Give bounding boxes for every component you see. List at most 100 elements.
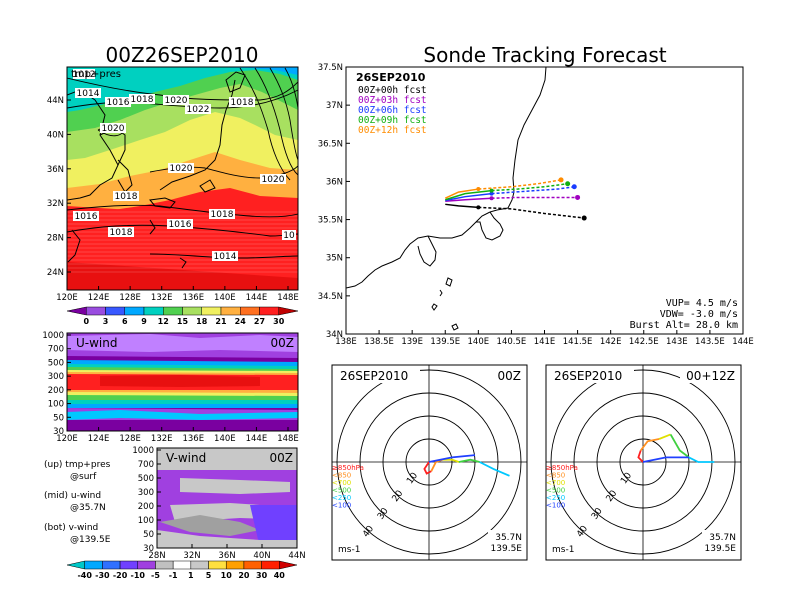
- hodograph-level-label: <700: [332, 479, 351, 487]
- x-tick-label: 36N: [218, 551, 235, 561]
- legend-entry: 00Z+12h fcst: [358, 125, 427, 136]
- hodograph-level-label: <500: [332, 487, 351, 495]
- colorbar-tick-label: 15: [177, 317, 189, 326]
- y-tick-label: 37.5N: [318, 63, 343, 73]
- x-tick-label: 140E: [214, 293, 236, 303]
- burst-point: [476, 187, 481, 192]
- x-tick-label: 141E: [534, 337, 556, 347]
- colorbar-swatch: [201, 306, 222, 316]
- hodograph-trace: [688, 456, 715, 463]
- colorbar-tick-label: -1: [169, 571, 178, 580]
- x-tick-label: 141.5E: [563, 337, 593, 347]
- colorbar-swatch: [208, 560, 227, 570]
- y-tick-label: 28N: [47, 234, 64, 244]
- isobar-label: 1018: [131, 95, 154, 105]
- hodograph-level-label: <250: [546, 494, 565, 502]
- x-tick-label: 40N: [253, 551, 270, 561]
- colorbar-swatch: [182, 306, 202, 316]
- hodograph-trace: [423, 461, 432, 475]
- hodograph-level-label: <100: [546, 502, 565, 510]
- track-line-descent: [478, 179, 562, 190]
- surface-x-ticks: 120E 124E 128E 132E 136E 140E 144E 148E: [56, 286, 299, 303]
- y-tick-label: 200: [48, 386, 64, 396]
- colorbar-tick-label: 18: [196, 317, 208, 326]
- hodo-b-lon: 139.5E: [705, 544, 737, 554]
- colorbar-swatch: [137, 560, 156, 570]
- hodograph-trace: [642, 456, 689, 463]
- note-bot-level: @139.5E: [70, 535, 111, 545]
- colorbar-tick-label: 30: [256, 571, 268, 580]
- colorbar-tick-label: 40: [274, 571, 286, 580]
- isobar-label: 1012: [73, 70, 96, 80]
- hodograph-panel-a: 26SEP2010 00Z ≥850hPa<850<700<500<250<10…: [331, 364, 528, 561]
- vwind-x-ticks: 28N 32N 36N 40N 44N: [148, 544, 306, 561]
- colorbar-swatch: [220, 306, 241, 316]
- colorbar-tick-label: -30: [95, 571, 110, 580]
- x-tick-label: 139E: [401, 337, 423, 347]
- x-tick-label: 140E: [468, 337, 490, 347]
- hodograph-trace: [669, 433, 690, 459]
- y-tick-label: 500: [48, 358, 64, 368]
- landing-point: [558, 177, 564, 183]
- x-tick-label: 139.5E: [430, 337, 460, 347]
- isobar-label: 1016: [75, 212, 98, 222]
- right-title: Sonde Tracking Forecast: [423, 43, 666, 67]
- vwind-field: [157, 448, 297, 548]
- surface-panel-label: tmp+pres: [71, 69, 121, 80]
- colorbar-tick-label: 6: [122, 317, 128, 326]
- x-tick-label: 120E: [56, 434, 78, 444]
- track-line-ascent: [445, 192, 492, 202]
- legend-entry: 00Z+00h fcst: [358, 85, 427, 96]
- colorbar-swatch: [243, 560, 262, 570]
- isobar-labels: 1012 1014 1016 1018 1020 1022 1018 1020 …: [73, 69, 296, 262]
- y-tick-label: 700: [138, 460, 154, 470]
- x-tick-label: 144E: [246, 434, 268, 444]
- note-mid-level: @35.7N: [70, 503, 106, 513]
- colorbar-swatch: [240, 306, 260, 316]
- y-tick-label: 1000: [132, 446, 154, 456]
- x-tick-label: 120E: [56, 293, 78, 303]
- vwind-panel: V-wind 00Z 30 50 100 200 300 500 700 1000 28N 32…: [66, 446, 306, 580]
- isobar-label: 1020: [165, 96, 188, 106]
- x-tick-label: 142E: [600, 337, 622, 347]
- colorbar-swatch: [279, 560, 298, 570]
- isobar-label: 10: [283, 231, 295, 241]
- uwind-field: [67, 333, 298, 431]
- y-tick-label: 34.5N: [318, 292, 343, 302]
- colorbar-tick-label: -20: [113, 571, 128, 580]
- colorbar-tick-label: 5: [206, 571, 212, 580]
- legend-entry: 00Z+06h fcst: [358, 105, 427, 116]
- x-tick-label: 132E: [151, 293, 173, 303]
- y-tick-label: 200: [138, 502, 154, 512]
- hodo-b-units: ms-1: [552, 545, 574, 555]
- panel-legend-notes: (up) tmp+pres @surf (mid) u-wind @35.7N …: [44, 460, 111, 545]
- colorbar-swatch: [86, 306, 106, 316]
- map-coastline: [346, 67, 547, 331]
- note-up: (up) tmp+pres: [44, 460, 111, 470]
- x-tick-label: 132E: [151, 434, 173, 444]
- uwind-label: U-wind: [76, 336, 117, 350]
- isobar-label: 1020: [170, 164, 193, 174]
- track-lines: [444, 177, 587, 221]
- colorbar-swatch: [105, 306, 125, 316]
- isobar-label: 1022: [187, 105, 210, 115]
- colorbar-swatch: [143, 306, 164, 316]
- x-tick-label: 148E: [277, 434, 299, 444]
- map-x-ticks: 138E 138.5E 139E 139.5E 140E 140.5E 141E 141.5E…: [335, 330, 754, 347]
- x-tick-label: 32N: [183, 551, 200, 561]
- uwind-x-ticks: 120E 124E 128E 132E 136E 140E 144E 148E: [56, 427, 299, 444]
- y-tick-label: 30: [53, 427, 64, 437]
- landing-point: [581, 215, 587, 221]
- info-vup: VUP= 4.5 m/s: [666, 298, 738, 309]
- hodograph-trace: [639, 438, 660, 452]
- colorbar-tick-label: -40: [77, 571, 92, 580]
- y-tick-label: 36N: [326, 177, 343, 187]
- landing-point: [571, 184, 577, 190]
- y-tick-label: 40N: [47, 130, 64, 140]
- colorbar-tick-label: 10: [221, 571, 233, 580]
- colorbar-tick-label: 9: [141, 317, 147, 326]
- y-tick-label: 100: [138, 516, 154, 526]
- vwind-y-ticks: 30 50 100 200 300 500 700 1000: [132, 446, 161, 554]
- y-tick-label: 44N: [47, 96, 64, 106]
